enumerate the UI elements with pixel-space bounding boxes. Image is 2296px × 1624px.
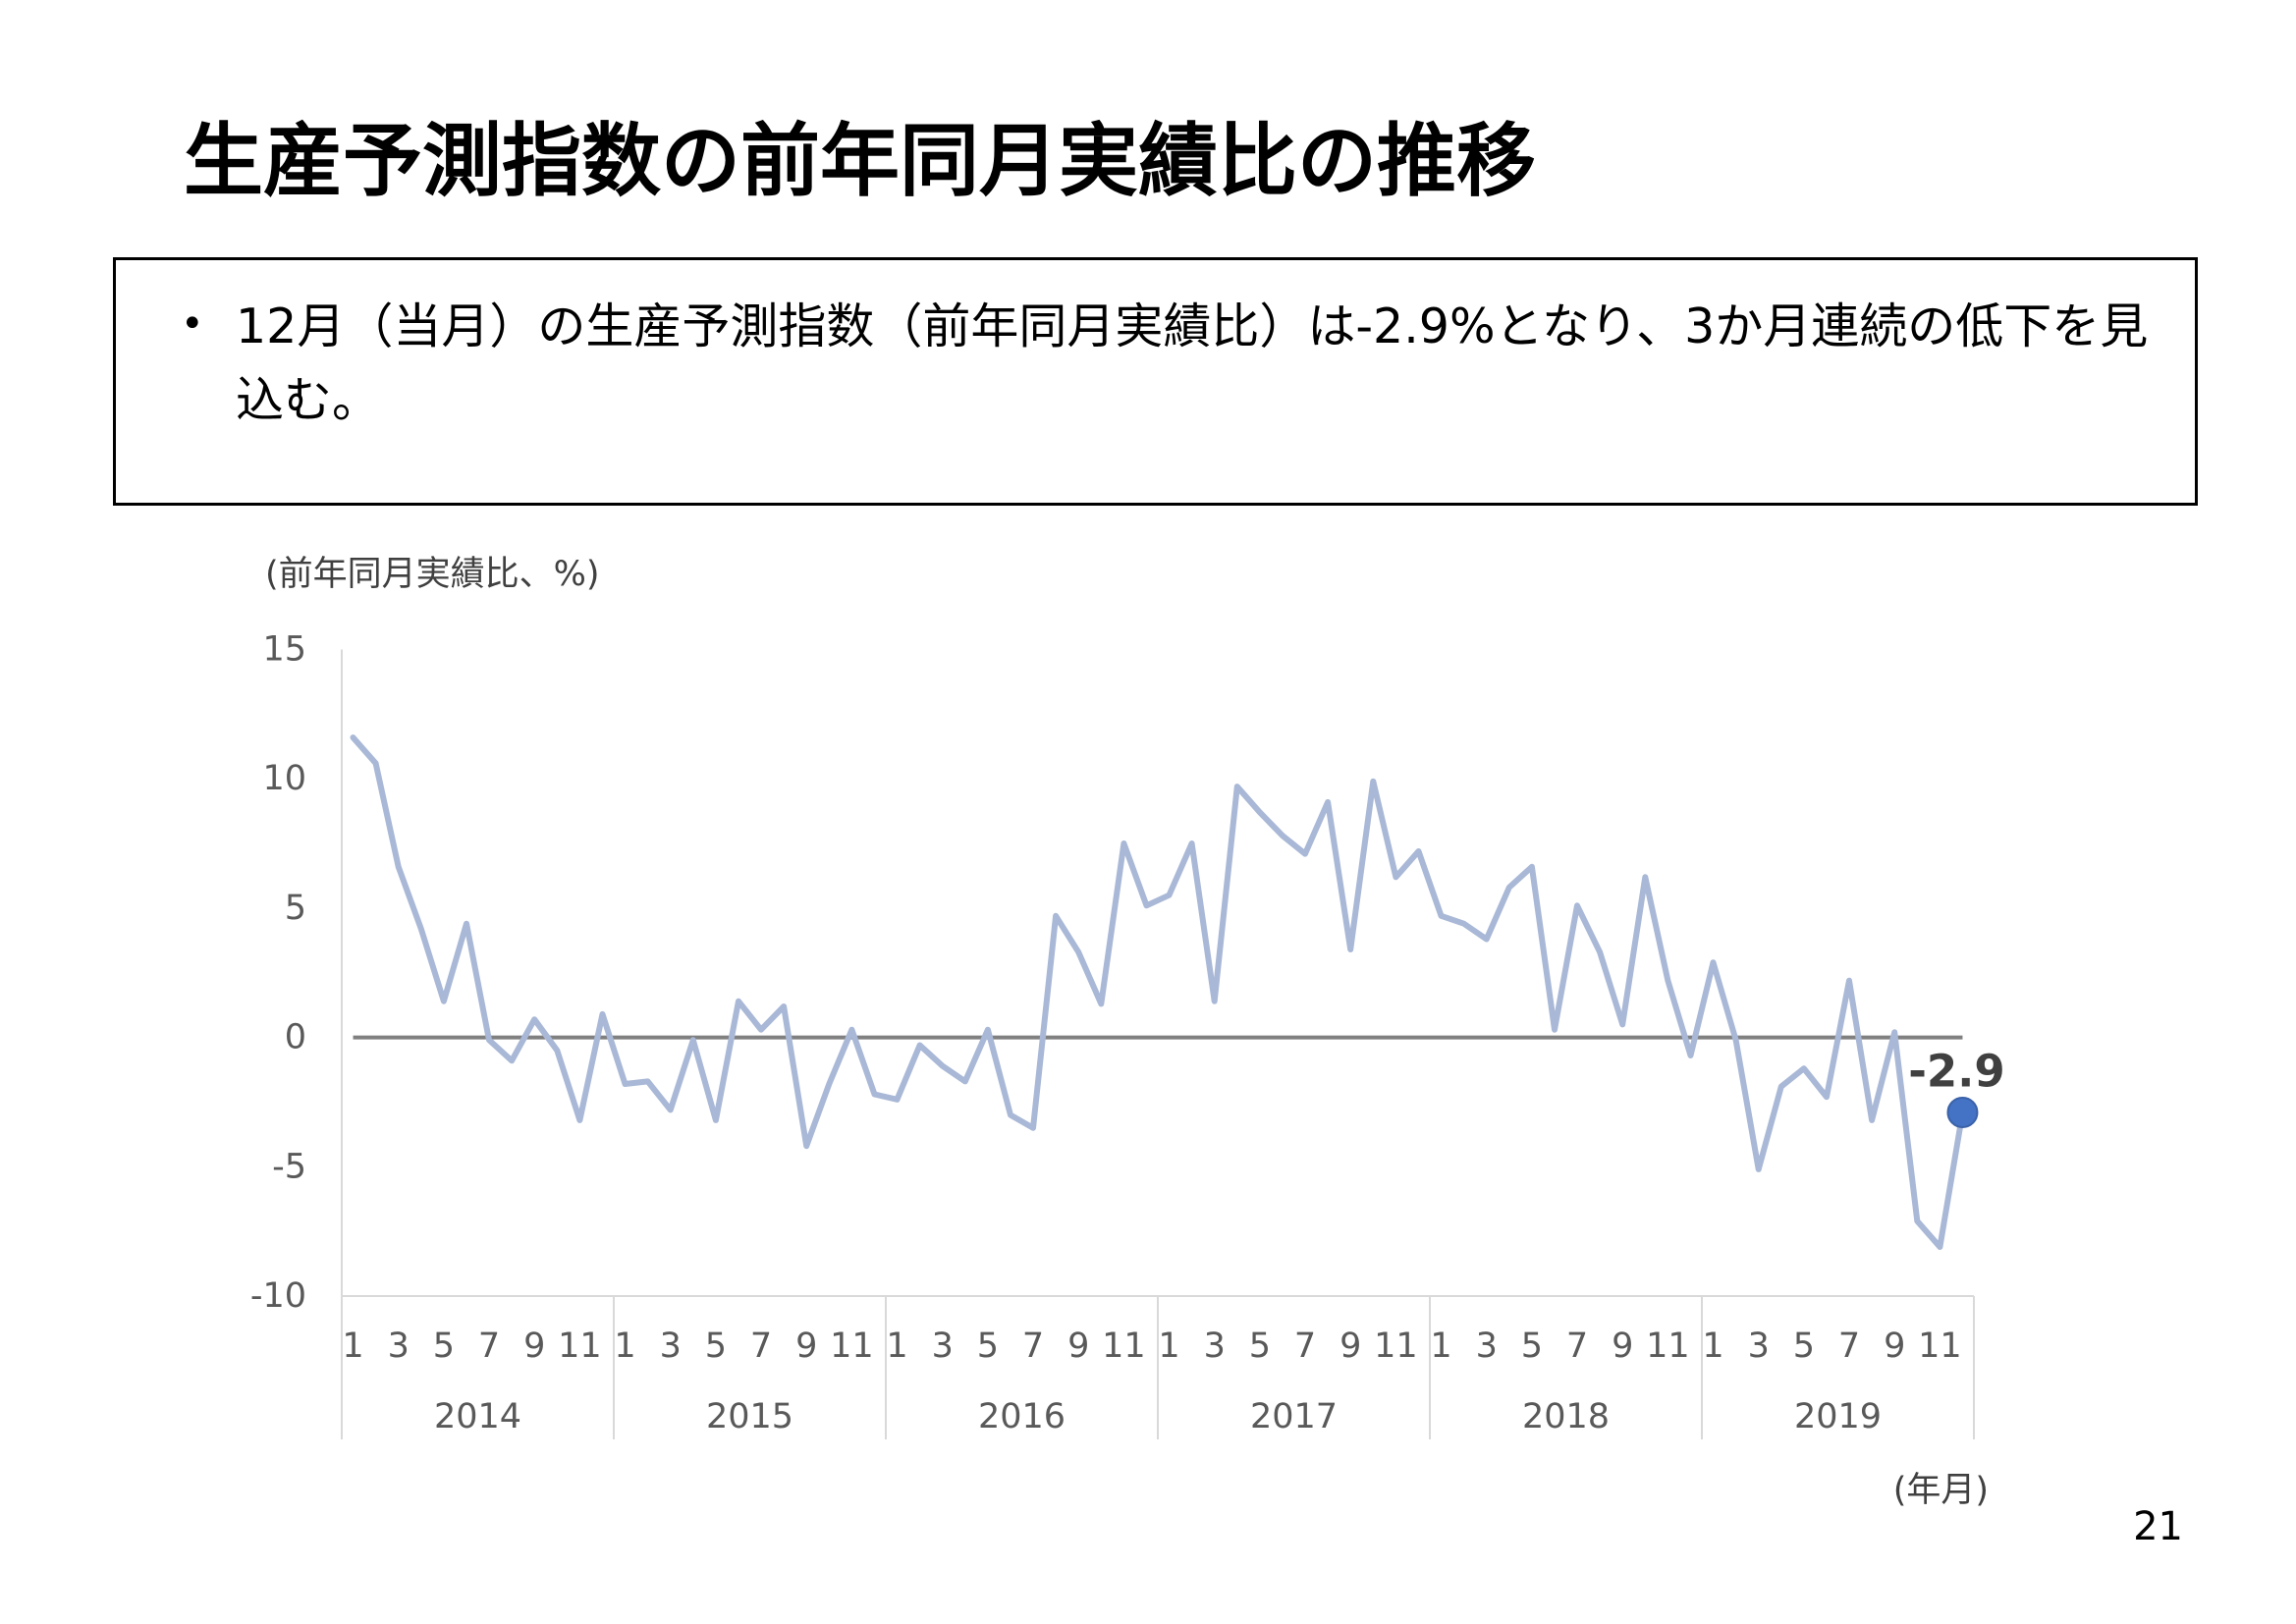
y-tick-label: -10 bbox=[250, 1276, 306, 1316]
x-month-tick-label: 9 bbox=[523, 1326, 545, 1366]
y-tick-label: 15 bbox=[262, 630, 306, 670]
x-month-tick-label: 7 bbox=[750, 1326, 772, 1366]
x-month-tick-label: 9 bbox=[1884, 1326, 1905, 1366]
x-month-tick-label: 9 bbox=[1067, 1326, 1089, 1366]
x-month-tick-label: 1 bbox=[614, 1326, 635, 1366]
x-year-tick-label: 2015 bbox=[706, 1397, 793, 1436]
x-month-tick-label: 11 bbox=[1918, 1326, 1962, 1366]
x-month-tick-label: 9 bbox=[1339, 1326, 1361, 1366]
x-month-tick-label: 9 bbox=[795, 1326, 817, 1366]
x-month-tick-label: 9 bbox=[1612, 1326, 1633, 1366]
x-month-tick-label: 3 bbox=[388, 1326, 410, 1366]
y-axis-title: (前年同月実績比、%) bbox=[265, 555, 600, 594]
x-year-tick-label: 2019 bbox=[1794, 1397, 1882, 1436]
x-month-tick-label: 5 bbox=[977, 1326, 999, 1366]
x-month-tick-label: 1 bbox=[1158, 1326, 1179, 1366]
x-year-tick-label: 2017 bbox=[1250, 1397, 1338, 1436]
x-month-tick-label: 7 bbox=[1022, 1326, 1044, 1366]
x-month-tick-label: 7 bbox=[1294, 1326, 1316, 1366]
x-month-tick-label: 3 bbox=[1748, 1326, 1770, 1366]
x-month-tick-label: 3 bbox=[932, 1326, 954, 1366]
page-number: 21 bbox=[2133, 1504, 2183, 1549]
series-line bbox=[350, 734, 1966, 1250]
x-month-tick-label: 11 bbox=[1102, 1326, 1146, 1366]
summary-box: • 12月（当月）の生産予測指数（前年同月実績比）は-2.9%となり、3か月連続… bbox=[113, 257, 2198, 506]
y-tick-label: 5 bbox=[285, 889, 306, 928]
x-month-tick-label: 1 bbox=[1430, 1326, 1451, 1366]
x-month-tick-label: 5 bbox=[433, 1326, 455, 1366]
x-month-tick-label: 7 bbox=[478, 1326, 500, 1366]
x-month-tick-label: 3 bbox=[1204, 1326, 1226, 1366]
x-year-tick-label: 2018 bbox=[1522, 1397, 1610, 1436]
x-month-tick-label: 11 bbox=[1374, 1326, 1418, 1366]
x-month-tick-label: 5 bbox=[1793, 1326, 1815, 1366]
y-tick-label: 10 bbox=[262, 759, 306, 798]
x-axis-title: (年月) bbox=[1893, 1471, 1989, 1510]
x-month-tick-label: 11 bbox=[1646, 1326, 1690, 1366]
x-month-tick-label: 5 bbox=[705, 1326, 727, 1366]
x-month-tick-label: 5 bbox=[1249, 1326, 1271, 1366]
x-year-tick-label: 2014 bbox=[434, 1397, 521, 1436]
x-month-tick-label: 7 bbox=[1838, 1326, 1860, 1366]
x-month-tick-label: 11 bbox=[558, 1326, 602, 1366]
x-year-tick-label: 2016 bbox=[978, 1397, 1066, 1436]
x-month-tick-label: 7 bbox=[1566, 1326, 1588, 1366]
x-month-tick-label: 3 bbox=[660, 1326, 682, 1366]
x-month-tick-label: 3 bbox=[1476, 1326, 1498, 1366]
y-tick-label: -5 bbox=[272, 1147, 306, 1186]
x-month-tick-label: 11 bbox=[830, 1326, 874, 1366]
latest-point-marker bbox=[1946, 1096, 1979, 1128]
x-month-tick-label: 1 bbox=[342, 1326, 363, 1366]
slide-title: 生産予測指数の前年同月実績比の推移 bbox=[184, 116, 1537, 208]
x-month-tick-label: 1 bbox=[886, 1326, 907, 1366]
summary-text: 12月（当月）の生産予測指数（前年同月実績比）は-2.9%となり、3か月連続の低… bbox=[236, 298, 2149, 428]
data-label: -2.9 bbox=[1908, 1045, 2004, 1097]
y-tick-label: 0 bbox=[285, 1018, 306, 1057]
x-month-tick-label: 5 bbox=[1521, 1326, 1543, 1366]
bullet-icon: • bbox=[181, 301, 204, 347]
x-month-tick-label: 1 bbox=[1702, 1326, 1723, 1366]
